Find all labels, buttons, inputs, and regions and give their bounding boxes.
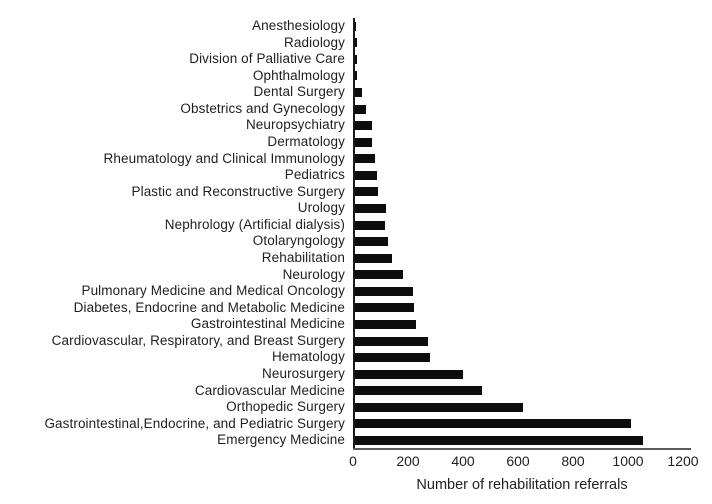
category-label: Gastrointestinal,Endocrine, and Pediatri… [44, 415, 345, 431]
category-label: Otolaryngology [252, 233, 345, 249]
category-label: Anesthesiology [252, 18, 345, 33]
category-label: Diabetes, Endocrine and Metabolic Medici… [73, 299, 345, 315]
category-label: Emergency Medicine [217, 432, 345, 448]
chart-row: Otolaryngology [0, 233, 712, 250]
chart-row: Pulmonary Medicine and Medical Oncology [0, 283, 712, 300]
chart-row: Diabetes, Endocrine and Metabolic Medici… [0, 300, 712, 317]
chart-row: Rheumatology and Clinical Immunology [0, 151, 712, 168]
x-tick-label: 400 [451, 453, 475, 469]
bar [355, 419, 631, 429]
x-tick-label: 1200 [667, 453, 699, 469]
x-tick-label: 1000 [612, 453, 644, 469]
category-label: Obstetrics and Gynecology [180, 100, 345, 116]
chart-row: Rehabilitation [0, 250, 712, 267]
category-label: Hematology [271, 349, 345, 365]
bar [355, 369, 463, 379]
bar [355, 220, 385, 230]
y-axis-line [353, 18, 355, 450]
chart-row: Hematology [0, 349, 712, 366]
chart-row: Urology [0, 200, 712, 217]
bar [355, 253, 392, 263]
bar [355, 286, 413, 296]
bar [355, 170, 377, 180]
chart-row: Neurosurgery [0, 366, 712, 383]
bar [355, 137, 372, 147]
category-label: Nephrology (Artificial dialysis) [164, 216, 345, 232]
bar [355, 187, 378, 197]
category-label: Plastic and Reconstructive Surgery [131, 183, 345, 199]
chart-row: Cardiovascular Medicine [0, 383, 712, 400]
chart-row: Obstetrics and Gynecology [0, 101, 712, 118]
bar [355, 204, 387, 214]
category-label: Ophthalmology [252, 67, 345, 83]
x-tick-label: 600 [506, 453, 530, 469]
category-label: Neuropsychiatry [245, 117, 345, 133]
x-tick-label: 200 [396, 453, 420, 469]
bar [355, 88, 363, 98]
category-label: Neurology [282, 266, 345, 282]
category-label: Division of Palliative Care [189, 51, 345, 67]
bar [355, 270, 403, 280]
chart-row: Ophthalmology [0, 68, 712, 85]
chart-row: Emergency Medicine [0, 432, 712, 449]
category-label: Pediatrics [284, 167, 345, 183]
chart-row: Cardiovascular, Respiratory, and Breast … [0, 333, 712, 350]
bar [355, 353, 430, 363]
category-label: Cardiovascular Medicine [194, 382, 345, 398]
category-label: Dental Surgery [253, 84, 345, 100]
x-tick-label: 800 [561, 453, 585, 469]
bar [355, 121, 373, 131]
chart-row: Division of Palliative Care [0, 51, 712, 68]
chart-row: Nephrology (Artificial dialysis) [0, 217, 712, 234]
category-label: Orthopedic Surgery [226, 399, 345, 415]
category-label: Radiology [284, 34, 345, 50]
bar [355, 436, 644, 446]
bar [355, 386, 482, 396]
chart-row: Neuropsychiatry [0, 117, 712, 134]
bar [355, 104, 366, 114]
x-axis-line [353, 448, 691, 450]
chart-row: Dental Surgery [0, 84, 712, 101]
category-label: Gastrointestinal Medicine [190, 316, 345, 332]
chart-row: Radiology [0, 35, 712, 52]
bar [355, 320, 417, 330]
bar [355, 21, 356, 31]
category-label: Rehabilitation [261, 249, 345, 265]
chart-row: Plastic and Reconstructive Surgery [0, 184, 712, 201]
bar [355, 38, 357, 48]
x-tick-label: 0 [349, 453, 357, 469]
chart-row: Anesthesiology [0, 18, 712, 35]
bar [355, 336, 428, 346]
category-label: Pulmonary Medicine and Medical Oncology [81, 283, 345, 299]
chart-row: Dermatology [0, 134, 712, 151]
category-label: Dermatology [267, 133, 345, 149]
category-label: Cardiovascular, Respiratory, and Breast … [51, 332, 345, 348]
bar [355, 54, 357, 64]
chart-row: Gastrointestinal Medicine [0, 316, 712, 333]
category-label: Neurosurgery [262, 365, 345, 381]
bar [355, 402, 523, 412]
bar [355, 303, 415, 313]
category-label: Urology [297, 200, 345, 216]
category-label: Rheumatology and Clinical Immunology [103, 150, 345, 166]
bar [355, 237, 389, 247]
x-axis-title: Number of rehabilitation referrals [416, 477, 628, 493]
chart-row: Neurology [0, 267, 712, 284]
chart-row: Orthopedic Surgery [0, 399, 712, 416]
chart-row: Gastrointestinal,Endocrine, and Pediatri… [0, 416, 712, 433]
chart-row: Pediatrics [0, 167, 712, 184]
bar [355, 154, 376, 164]
bar [355, 71, 358, 81]
